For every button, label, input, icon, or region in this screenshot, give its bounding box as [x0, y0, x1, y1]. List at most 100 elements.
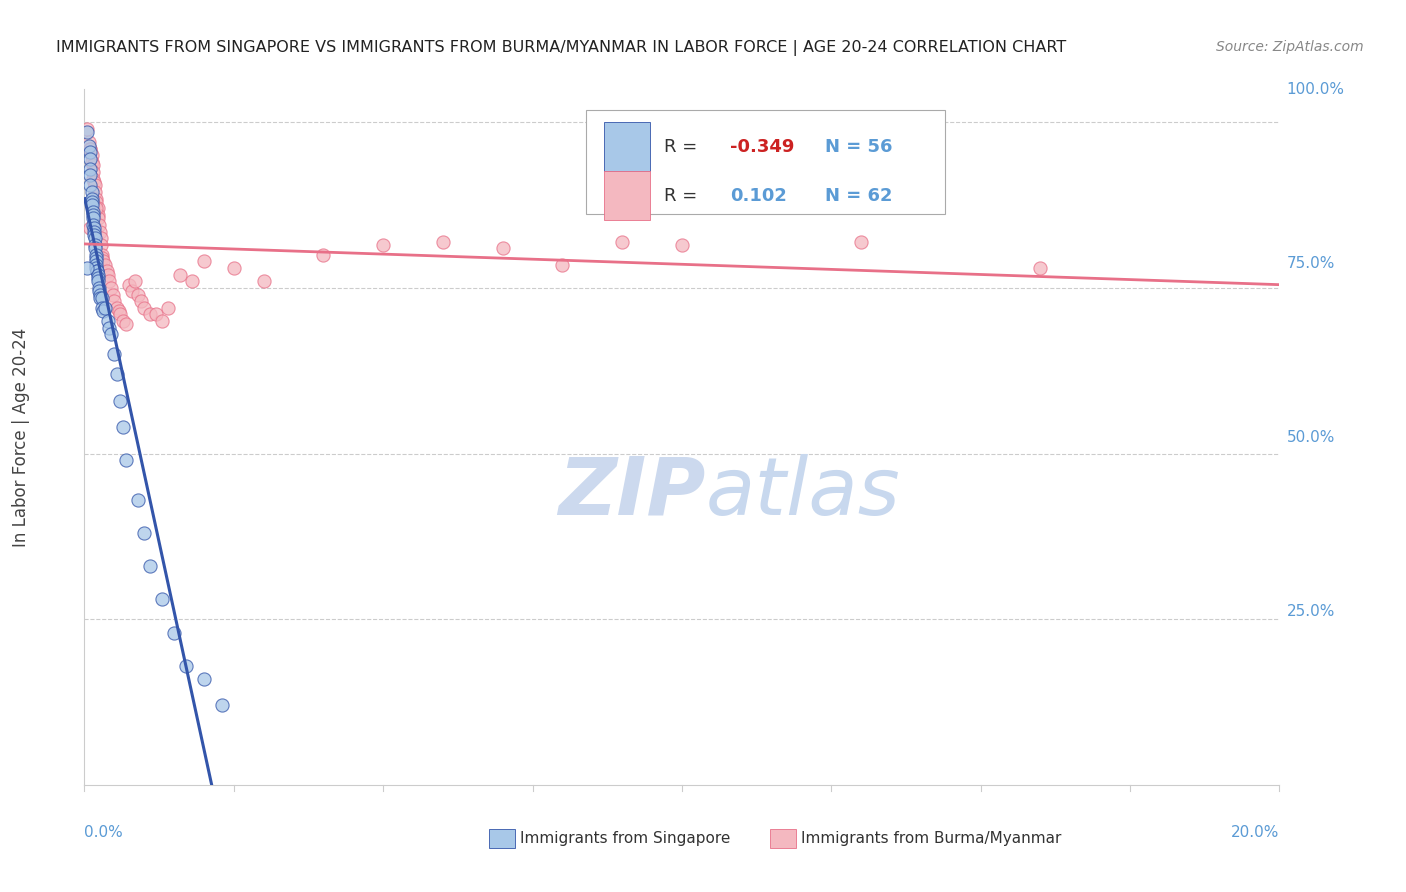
Point [97, 314, 120, 328]
Point [118, 277, 141, 292]
Point [193, 254, 215, 268]
Point [86, 271, 108, 285]
Point [84, 238, 107, 252]
Point [87, 211, 110, 226]
Point [110, 393, 132, 408]
Point [108, 304, 131, 318]
Point [93, 254, 115, 268]
Point [83, 175, 105, 189]
Point [132, 301, 156, 315]
Point [91, 291, 114, 305]
Point [193, 672, 215, 686]
Text: 25.0%: 25.0% [1286, 604, 1334, 618]
Point [86, 258, 108, 272]
Point [84, 185, 107, 199]
Point [150, 314, 173, 328]
Point [83, 225, 105, 239]
Point [96, 264, 118, 278]
Point [373, 238, 395, 252]
Point [90, 238, 112, 252]
Point [312, 248, 335, 262]
Point [83, 231, 105, 245]
Point [80, 192, 103, 206]
Point [100, 281, 122, 295]
Point [139, 559, 162, 574]
Point [174, 658, 197, 673]
Point [89, 218, 111, 232]
Point [86, 261, 108, 276]
Point [82, 204, 104, 219]
Point [82, 155, 104, 169]
Point [91, 248, 114, 262]
Point [432, 235, 454, 249]
Text: 0.0%: 0.0% [84, 825, 124, 840]
Text: atlas: atlas [706, 454, 901, 532]
Point [82, 171, 104, 186]
Text: 100.0%: 100.0% [1286, 82, 1344, 96]
Point [121, 285, 143, 299]
Point [105, 301, 128, 315]
Text: R =: R = [664, 186, 709, 204]
Point [94, 258, 117, 272]
Text: 50.0%: 50.0% [1286, 430, 1334, 444]
Point [79, 152, 101, 166]
Point [79, 145, 101, 160]
Point [90, 231, 112, 245]
Point [82, 211, 104, 226]
Text: R =: R = [664, 137, 703, 155]
Point [671, 238, 693, 252]
Point [145, 308, 167, 322]
Point [86, 202, 108, 216]
Point [253, 274, 276, 288]
Point [101, 287, 124, 301]
Point [82, 165, 104, 179]
Point [91, 301, 114, 315]
Point [139, 308, 162, 322]
Point [551, 258, 574, 272]
Point [80, 148, 103, 162]
Point [86, 202, 108, 216]
Point [86, 264, 108, 278]
Point [86, 192, 108, 206]
Point [181, 274, 204, 288]
Point [127, 493, 149, 508]
Point [115, 318, 138, 332]
Text: -0.349: -0.349 [730, 137, 794, 155]
Point [94, 301, 117, 315]
Text: Immigrants from Burma/Myanmar: Immigrants from Burma/Myanmar [801, 831, 1062, 846]
Point [77, 138, 100, 153]
Point [93, 304, 115, 318]
Point [84, 251, 107, 265]
Point [98, 320, 121, 334]
Point [89, 225, 111, 239]
FancyBboxPatch shape [586, 110, 945, 214]
FancyBboxPatch shape [605, 122, 650, 171]
Point [89, 285, 111, 299]
Text: ZIP: ZIP [558, 454, 706, 532]
Point [157, 301, 180, 315]
Point [103, 347, 125, 361]
Point [89, 291, 111, 305]
Point [86, 208, 108, 222]
Point [163, 625, 186, 640]
Point [86, 264, 108, 278]
Point [98, 274, 121, 288]
Point [115, 453, 138, 467]
Point [124, 274, 146, 288]
Point [80, 185, 103, 199]
Text: N = 62: N = 62 [825, 186, 893, 204]
Text: IMMIGRANTS FROM SINGAPORE VS IMMIGRANTS FROM BURMA/MYANMAR IN LABOR FORCE | AGE : IMMIGRANTS FROM SINGAPORE VS IMMIGRANTS … [56, 40, 1067, 56]
Point [150, 592, 173, 607]
Point [1029, 261, 1052, 276]
Point [851, 235, 873, 249]
Point [84, 241, 107, 255]
Point [76, 261, 98, 276]
Point [84, 248, 107, 262]
Point [79, 221, 101, 235]
Point [79, 142, 101, 156]
Point [103, 294, 125, 309]
Point [79, 178, 101, 193]
Point [77, 135, 100, 149]
Point [87, 281, 110, 295]
Point [86, 194, 108, 209]
